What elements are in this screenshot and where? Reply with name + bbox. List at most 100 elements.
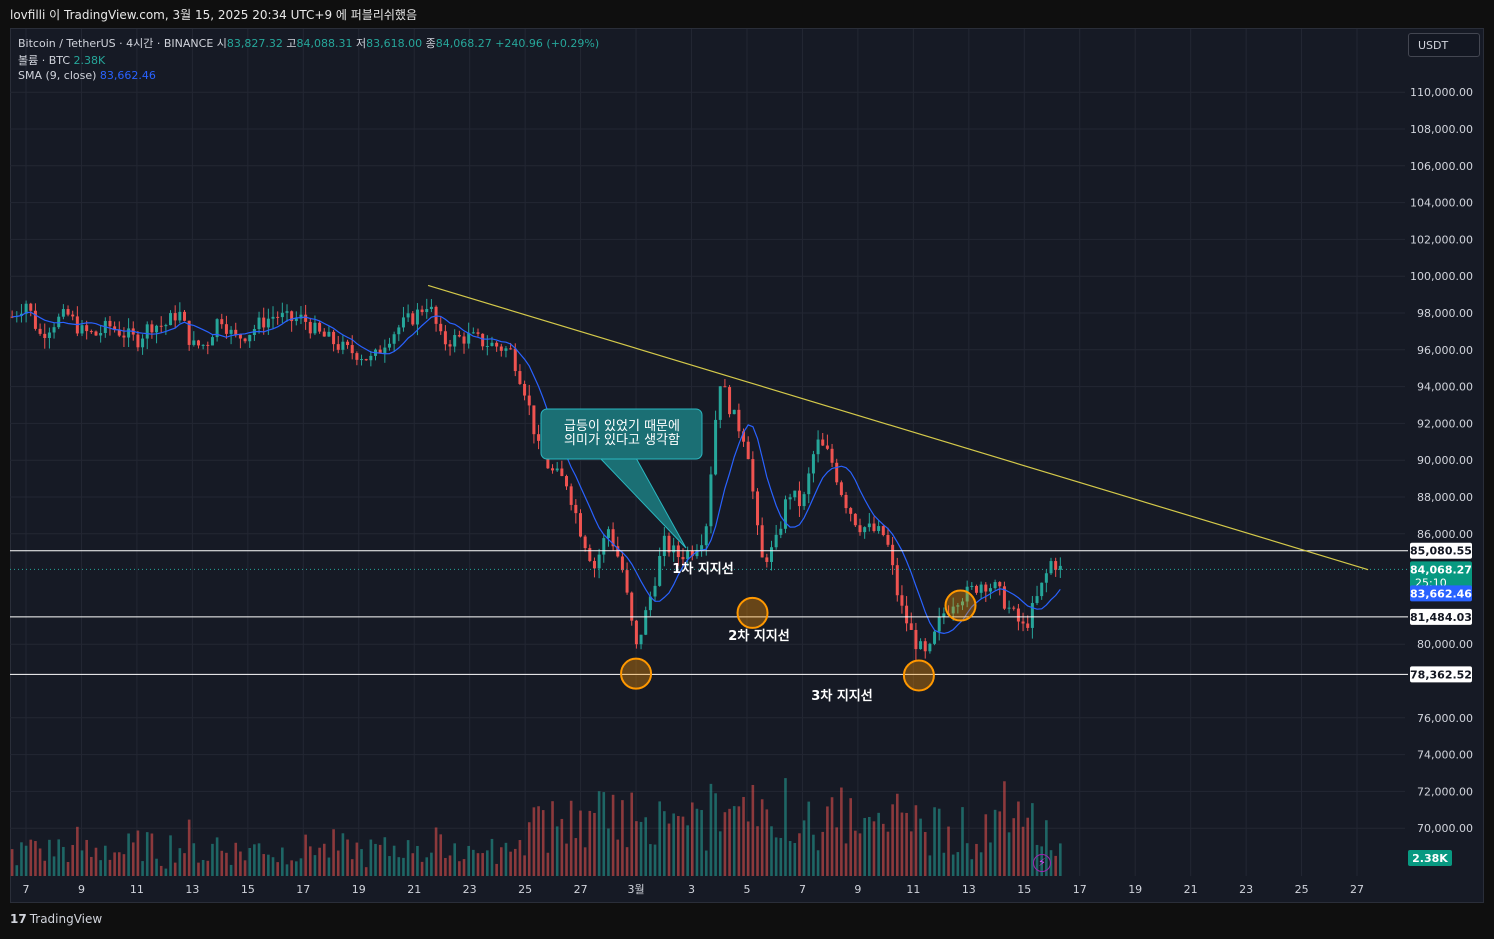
- support2-price-tag-box: [1410, 608, 1472, 625]
- legend-volume-row[interactable]: 볼륨 · BTC 2.38K: [18, 52, 105, 68]
- volume-bar: [840, 787, 843, 876]
- volume-bar: [965, 843, 969, 876]
- volume-bar: [784, 778, 787, 876]
- volume-bar: [714, 793, 717, 876]
- candle-body: [774, 534, 778, 548]
- volume-bar: [15, 865, 19, 876]
- candle-body: [159, 325, 163, 327]
- volume-bar: [993, 809, 997, 876]
- volume-bar: [770, 826, 773, 876]
- candle-body: [336, 344, 340, 350]
- volume-bar: [956, 852, 960, 876]
- current-price-tag-text: 84,068.27: [1410, 563, 1472, 576]
- currency-selector[interactable]: USDT: [1408, 33, 1480, 57]
- candle-body: [914, 629, 918, 650]
- x-tick-label: 23: [463, 883, 477, 896]
- x-tick-label: 27: [574, 883, 588, 896]
- candle-body: [71, 314, 75, 317]
- candle-body: [974, 585, 978, 593]
- volume-bar: [66, 861, 70, 876]
- x-tick-label: 21: [1184, 883, 1198, 896]
- volume-bar: [569, 800, 573, 876]
- volume-bar: [117, 852, 121, 876]
- volume-bars: [10, 778, 1062, 876]
- volume-bar: [1007, 832, 1011, 876]
- open-value: 83,827.32: [226, 37, 283, 50]
- volume-bar: [271, 857, 275, 876]
- volume-bar: [411, 853, 415, 876]
- candle-body: [583, 536, 587, 549]
- candle-body: [420, 309, 424, 313]
- volume-bar: [308, 846, 312, 876]
- volume-bar: [299, 858, 303, 876]
- candle-body: [276, 316, 280, 318]
- candle-body: [933, 631, 937, 644]
- candle-body: [29, 303, 33, 311]
- volume-bar: [183, 853, 186, 876]
- candle-body: [732, 409, 736, 415]
- volume-bar: [211, 843, 214, 876]
- candle-body: [723, 386, 727, 388]
- candle-body: [108, 320, 112, 327]
- candle-body: [1030, 603, 1034, 628]
- volume-bar: [760, 799, 764, 876]
- volume-bar: [336, 850, 340, 876]
- volume-bar: [858, 833, 862, 876]
- low-value: 83,618.00: [366, 37, 423, 50]
- volume-bar: [80, 850, 84, 876]
- volume-bar: [984, 814, 988, 876]
- x-tick-label: 11: [130, 883, 144, 896]
- volume-bar: [672, 813, 675, 876]
- candle-body: [201, 344, 205, 346]
- volume-bar: [579, 810, 582, 876]
- volume-bar: [425, 857, 429, 876]
- callout-text-line: 의미가 있다고 생각함: [564, 433, 680, 448]
- candle-body: [700, 545, 704, 550]
- candle-body: [164, 325, 168, 327]
- candle-body: [383, 347, 387, 354]
- volume-bar: [970, 859, 974, 876]
- volume-bar: [933, 807, 936, 876]
- grid-lines: [10, 29, 1405, 876]
- volume-bar: [560, 818, 564, 876]
- candle-body: [24, 303, 28, 314]
- candle-body: [369, 355, 373, 361]
- volume-bar: [243, 860, 247, 876]
- lightning-icon[interactable]: ⚡: [1033, 854, 1051, 872]
- volume-price-tag: 2.38K: [1408, 850, 1452, 866]
- volume-bar: [523, 855, 526, 876]
- volume-bar: [448, 855, 452, 876]
- candle-body: [928, 643, 932, 652]
- candle-body: [304, 314, 308, 322]
- volume-bar: [574, 838, 578, 876]
- volume-bar: [71, 844, 74, 876]
- x-tick-label: 15: [241, 883, 255, 896]
- volume-bar: [1026, 817, 1030, 876]
- candle-body: [714, 419, 718, 475]
- symbol-label[interactable]: Bitcoin / TetherUS · 4시간 · BINANCE: [18, 37, 214, 50]
- x-tick-label: 3: [688, 883, 695, 896]
- volume-value: 2.38K: [73, 54, 106, 67]
- candle-body: [490, 342, 494, 346]
- candle-body: [676, 545, 680, 558]
- x-tick-label: 23: [1239, 883, 1253, 896]
- candle-body: [797, 490, 801, 507]
- volume-bar: [527, 822, 531, 876]
- legend-sma-row[interactable]: SMA (9, close) 83,662.46: [18, 69, 156, 82]
- candle-body: [308, 321, 312, 334]
- candle-body: [672, 545, 676, 553]
- candle-body: [85, 325, 89, 332]
- volume-bar: [677, 816, 680, 876]
- volume-bar: [313, 855, 317, 876]
- volume-bar: [206, 860, 210, 876]
- volume-bar: [220, 850, 224, 876]
- candle-body: [555, 468, 559, 471]
- candle-body: [509, 348, 513, 350]
- candle-body: [355, 353, 359, 360]
- candle-body: [611, 529, 615, 547]
- candle-body: [210, 337, 214, 346]
- candle-body: [476, 332, 480, 334]
- candle-body: [639, 634, 643, 645]
- candle-body: [457, 335, 461, 337]
